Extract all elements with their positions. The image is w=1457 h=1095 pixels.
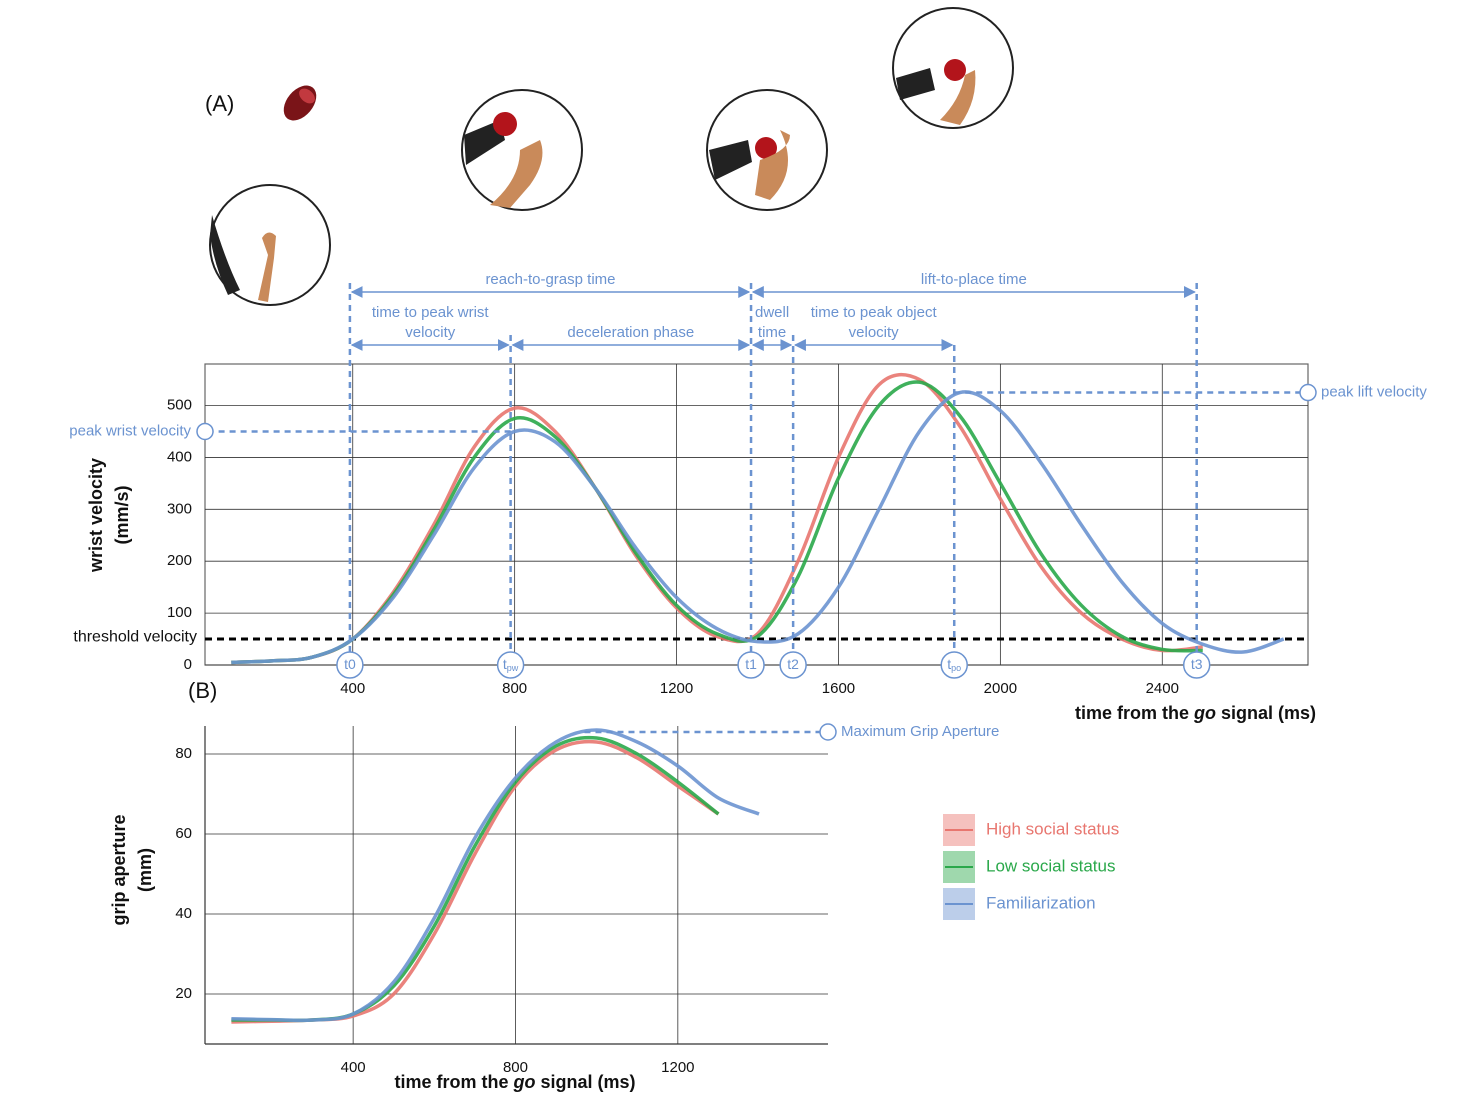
series-line <box>231 382 1202 662</box>
span-label: time to peak object <box>811 304 938 321</box>
y-axis-label: grip aperture <box>109 814 129 925</box>
event-label-main: t1 <box>745 656 757 672</box>
x-tick-label: 1600 <box>822 680 855 697</box>
y-tick-label: 400 <box>167 448 192 465</box>
y-tick-label: 300 <box>167 500 192 517</box>
threshold-label: threshold velocity <box>73 628 197 645</box>
event-label: t2 <box>787 656 799 672</box>
x-tick-label: 800 <box>502 680 527 697</box>
annotation-marker <box>1300 385 1316 401</box>
annotation-label: Maximum Grip Aperture <box>841 723 999 740</box>
series-line <box>231 730 759 1020</box>
annotation-label: peak wrist velocity <box>69 422 191 439</box>
y-tick-label: 0 <box>184 656 192 673</box>
event-label-sub: pw <box>507 663 519 673</box>
x-axis-label-part: time from the <box>394 1072 513 1092</box>
event-label-main: t2 <box>787 656 799 672</box>
y-tick-label: 200 <box>167 552 192 569</box>
annotation-marker <box>820 724 836 740</box>
panel-label: (B) <box>188 678 217 703</box>
y-axis-label: (mm/s) <box>112 485 132 544</box>
y-tick-label: 40 <box>175 905 192 922</box>
span-label: dwell <box>755 304 789 321</box>
chart: (B) 20 40 60 80 400 800 1200 time from the go si… <box>109 678 1119 1092</box>
legend-label: Low social status <box>986 856 1115 875</box>
panel-label: (A) <box>205 91 234 116</box>
span-label: time <box>758 324 786 341</box>
y-tick-label: 500 <box>167 396 192 413</box>
legend-label: High social status <box>986 819 1119 838</box>
x-tick-label: 400 <box>341 1059 366 1076</box>
y-tick-label: 20 <box>175 985 192 1002</box>
x-axis-label: time from the go signal (ms) <box>394 1072 635 1092</box>
x-axis-label-part: signal (ms) <box>535 1072 635 1092</box>
span-label: lift-to-place time <box>921 271 1027 288</box>
hand-illustration <box>707 90 827 210</box>
span-label: velocity <box>405 324 456 341</box>
figure: (A) 0 100 200 300 400 500 400 800 1200 1600 2000 240… <box>0 0 1457 1095</box>
annotation-marker <box>197 423 213 439</box>
span-label: time to peak wrist <box>372 304 490 321</box>
event-label: t0 <box>344 656 356 672</box>
span-label: velocity <box>849 324 900 341</box>
hand-illustration <box>462 90 582 210</box>
event-label: t3 <box>1191 656 1203 672</box>
y-tick-label: 80 <box>175 745 192 762</box>
x-axis-label-part: go <box>512 1072 535 1092</box>
series-line <box>231 738 718 1021</box>
x-axis-label: time from the go signal (ms) <box>1075 703 1316 723</box>
hand-illustration <box>893 8 1013 128</box>
x-tick-label: 1200 <box>660 680 693 697</box>
x-axis-label-part: go <box>1193 703 1216 723</box>
y-tick-label: 100 <box>167 604 192 621</box>
span-label: deceleration phase <box>567 324 694 341</box>
event-label-sub: po <box>951 663 961 673</box>
span-label: reach-to-grasp time <box>485 271 615 288</box>
y-axis-label: (mm) <box>135 848 155 892</box>
x-tick-label: 1200 <box>661 1059 694 1076</box>
y-axis-label: wrist velocity <box>86 458 106 573</box>
illustrations <box>210 8 1013 305</box>
x-tick-label: 2000 <box>984 680 1017 697</box>
hand-illustration <box>210 185 330 305</box>
y-tick-label: 60 <box>175 825 192 842</box>
event-label: t1 <box>745 656 757 672</box>
event-label-main: t0 <box>344 656 356 672</box>
x-tick-label: 2400 <box>1146 680 1179 697</box>
object-icon <box>277 79 323 126</box>
x-tick-label: 400 <box>340 680 365 697</box>
x-axis-label-part: signal (ms) <box>1216 703 1316 723</box>
legend-label: Familiarization <box>986 893 1096 912</box>
event-label-main: t3 <box>1191 656 1203 672</box>
x-axis-label-part: time from the <box>1075 703 1194 723</box>
annotation-label: peak lift velocity <box>1321 384 1427 401</box>
series-line <box>231 742 718 1022</box>
